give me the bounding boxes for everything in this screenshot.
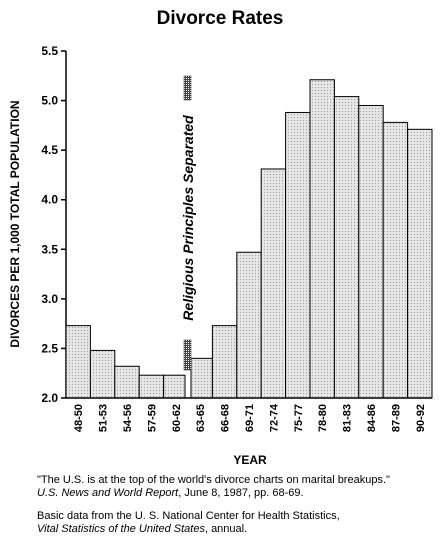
- x-tick-label: 75-77: [293, 404, 305, 432]
- x-tick-label: 81-83: [342, 404, 354, 432]
- bar-48-50: [65, 325, 91, 399]
- quote-source-rest: , June 8, 1987, pp. 68-69.: [178, 487, 304, 499]
- bar-69-71: [236, 251, 262, 399]
- y-tick-label: 2.5: [41, 341, 58, 355]
- y-tick-label: 5.5: [41, 44, 58, 58]
- x-tick-label: 87-89: [390, 404, 402, 432]
- bar-63-65: [190, 357, 213, 399]
- x-tick-label: 54-56: [122, 404, 134, 432]
- x-tick-label: 69-71: [244, 404, 256, 432]
- bar-54-56: [114, 365, 140, 399]
- y-tick-label: 2.0: [41, 391, 58, 405]
- bar-78-80: [309, 79, 335, 399]
- bars: [65, 79, 433, 399]
- bar-51-53: [89, 349, 116, 399]
- separator-marker-top: [183, 75, 192, 101]
- x-tick-label: 66-68: [220, 404, 232, 432]
- bar-84-86: [358, 105, 384, 399]
- x-tick-label: 78-80: [317, 404, 329, 432]
- bar-90-92: [407, 128, 433, 399]
- y-tick-label: 3.0: [41, 292, 58, 306]
- y-tick-label: 5.0: [41, 94, 58, 108]
- bar-72-74: [260, 168, 287, 399]
- x-tick-label: 48-50: [73, 404, 85, 432]
- y-tick-label: 4.0: [41, 193, 58, 207]
- chart-title: Divorce Rates: [157, 8, 284, 29]
- x-tick-label: 60-62: [171, 404, 183, 432]
- data-source-publication: Vital Statistics of the United States: [37, 523, 205, 535]
- quote-note: "The U.S. is at the top of the world's d…: [37, 474, 390, 500]
- data-source-note: Basic data from the U. S. National Cente…: [37, 510, 340, 536]
- data-source-line: Basic data from the U. S. National Cente…: [37, 510, 340, 522]
- data-source-rest: , annual.: [204, 523, 248, 535]
- y-tick-label: 3.5: [41, 242, 58, 256]
- x-axis-labels: 48-50 51-53 54-56 57-59 60-62 63-65 66-68 69-71…: [73, 403, 427, 432]
- x-tick-label: 63-65: [195, 404, 207, 432]
- x-tick-label: 72-74: [268, 403, 280, 432]
- bar-87-89: [382, 121, 409, 399]
- x-tick-label: 57-59: [146, 404, 158, 432]
- bar-60-62: [163, 374, 186, 399]
- bar-81-83: [333, 96, 360, 399]
- x-tick-label: 90-92: [415, 404, 427, 432]
- quote-text: "The U.S. is at the top of the world's d…: [37, 474, 390, 486]
- separator-marker-bottom: [183, 339, 192, 371]
- bar-57-59: [138, 374, 165, 399]
- annotation-text: Religious Principles Separated: [180, 115, 196, 321]
- y-axis: 2.0 2.5 3.0 3.5 4.0 4.5 5.0 5.5: [41, 44, 67, 405]
- x-axis-label: YEAR: [233, 453, 267, 467]
- y-tick-label: 4.5: [41, 143, 58, 157]
- bar-75-77: [285, 111, 311, 399]
- x-tick-label: 84-86: [366, 404, 378, 432]
- x-tick-label: 51-53: [98, 404, 110, 432]
- y-axis-label: DIVORCES PER 1,000 TOTAL POPULATION: [8, 100, 22, 347]
- quote-source: U.S. News and World Report: [37, 487, 179, 499]
- annotation-group: Religious Principles Separated: [180, 75, 196, 371]
- bar-66-68: [211, 325, 238, 399]
